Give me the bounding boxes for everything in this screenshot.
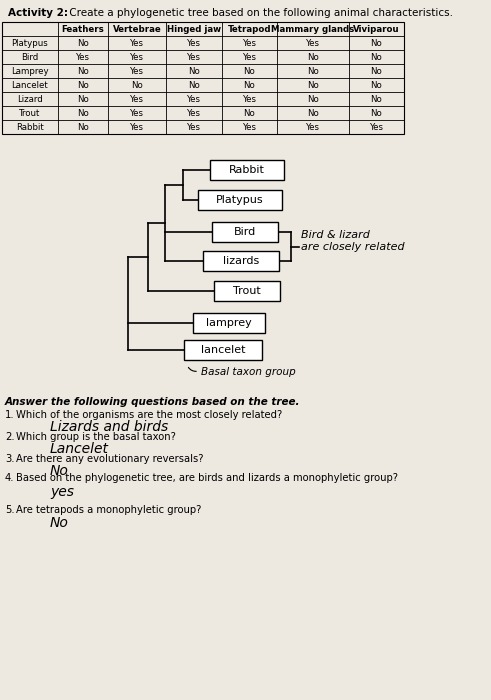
Text: No: No: [188, 66, 200, 76]
Text: No: No: [244, 80, 255, 90]
Bar: [203, 251, 279, 271]
Text: Yes: Yes: [130, 108, 144, 118]
Text: Answer the following questions based on the tree.: Answer the following questions based on …: [5, 397, 300, 407]
Text: Bird: Bird: [234, 227, 256, 237]
Bar: [184, 340, 262, 360]
Text: 3.: 3.: [5, 454, 15, 464]
Text: No: No: [371, 108, 382, 118]
Text: Lamprey: Lamprey: [11, 66, 49, 76]
Text: Yes: Yes: [187, 52, 201, 62]
Text: No: No: [371, 80, 382, 90]
Bar: [193, 313, 265, 333]
Text: Yes: Yes: [243, 52, 256, 62]
Text: No: No: [307, 80, 319, 90]
Text: lancelet: lancelet: [201, 345, 245, 355]
Text: Lizard: Lizard: [17, 94, 43, 104]
Text: Yes: Yes: [243, 38, 256, 48]
Bar: [212, 222, 278, 242]
Bar: [198, 190, 282, 210]
Text: Rabbit: Rabbit: [16, 122, 44, 132]
Text: No: No: [50, 464, 69, 478]
Text: Lizards and birds: Lizards and birds: [50, 420, 168, 434]
Text: Activity 2:: Activity 2:: [8, 8, 68, 18]
Text: No: No: [77, 38, 89, 48]
Text: No: No: [131, 80, 143, 90]
Text: Yes: Yes: [187, 94, 201, 104]
Bar: [214, 281, 280, 301]
Text: 2.: 2.: [5, 432, 15, 442]
Text: Yes: Yes: [243, 94, 256, 104]
Text: Which group is the basal taxon?: Which group is the basal taxon?: [16, 432, 176, 442]
Text: No: No: [371, 52, 382, 62]
Text: Yes: Yes: [306, 38, 320, 48]
Text: Yes: Yes: [306, 122, 320, 132]
Text: No: No: [77, 94, 89, 104]
Text: No: No: [188, 80, 200, 90]
Text: Yes: Yes: [130, 52, 144, 62]
Text: No: No: [371, 66, 382, 76]
Text: No: No: [307, 108, 319, 118]
Text: Hinged jaw: Hinged jaw: [167, 25, 221, 34]
Text: Yes: Yes: [370, 122, 383, 132]
Text: 5.: 5.: [5, 505, 15, 515]
Text: yes: yes: [50, 485, 74, 499]
Text: No: No: [244, 108, 255, 118]
Text: No: No: [371, 38, 382, 48]
Text: Trout: Trout: [19, 108, 41, 118]
Text: Yes: Yes: [130, 38, 144, 48]
Text: No: No: [77, 66, 89, 76]
Text: No: No: [307, 94, 319, 104]
Text: Platypus: Platypus: [12, 38, 49, 48]
Text: Feathers: Feathers: [62, 25, 105, 34]
Text: Tetrapod: Tetrapod: [228, 25, 271, 34]
Text: Trout: Trout: [233, 286, 261, 296]
Text: Platypus: Platypus: [216, 195, 264, 205]
Text: Yes: Yes: [76, 52, 90, 62]
Text: No: No: [77, 80, 89, 90]
Text: Yes: Yes: [187, 122, 201, 132]
Text: Bird & lizard
are closely related: Bird & lizard are closely related: [301, 230, 405, 251]
Text: Yes: Yes: [243, 122, 256, 132]
Text: 4.: 4.: [5, 473, 15, 483]
Text: Yes: Yes: [187, 38, 201, 48]
Text: Bird: Bird: [22, 52, 39, 62]
Text: Lancelet: Lancelet: [50, 442, 109, 456]
Text: Rabbit: Rabbit: [229, 165, 265, 175]
Text: 1.: 1.: [5, 410, 15, 420]
Text: Which of the organisms are the most closely related?: Which of the organisms are the most clos…: [16, 410, 282, 420]
Text: Yes: Yes: [130, 94, 144, 104]
Bar: [210, 160, 284, 180]
Text: No: No: [371, 94, 382, 104]
Bar: [2, 22, 404, 134]
Text: Lancelet: Lancelet: [12, 80, 49, 90]
Text: Yes: Yes: [187, 108, 201, 118]
Text: Based on the phylogenetic tree, are birds and lizards a monophyletic group?: Based on the phylogenetic tree, are bird…: [16, 473, 398, 483]
Text: Create a phylogenetic tree based on the following animal characteristics.: Create a phylogenetic tree based on the …: [66, 8, 453, 18]
Text: Are there any evolutionary reversals?: Are there any evolutionary reversals?: [16, 454, 203, 464]
Text: Are tetrapods a monophyletic group?: Are tetrapods a monophyletic group?: [16, 505, 201, 515]
Text: No: No: [77, 122, 89, 132]
Text: Basal taxon group: Basal taxon group: [201, 367, 296, 377]
Text: Viviparou: Viviparou: [353, 25, 400, 34]
Text: No: No: [77, 108, 89, 118]
Text: Vertebrae: Vertebrae: [112, 25, 162, 34]
Text: lizards: lizards: [223, 256, 259, 266]
Text: No: No: [244, 66, 255, 76]
Text: No: No: [307, 66, 319, 76]
Text: lamprey: lamprey: [206, 318, 252, 328]
Text: Yes: Yes: [130, 66, 144, 76]
Text: No: No: [307, 52, 319, 62]
Text: Yes: Yes: [130, 122, 144, 132]
Text: No: No: [50, 516, 69, 530]
Text: Mammary glands: Mammary glands: [272, 25, 355, 34]
